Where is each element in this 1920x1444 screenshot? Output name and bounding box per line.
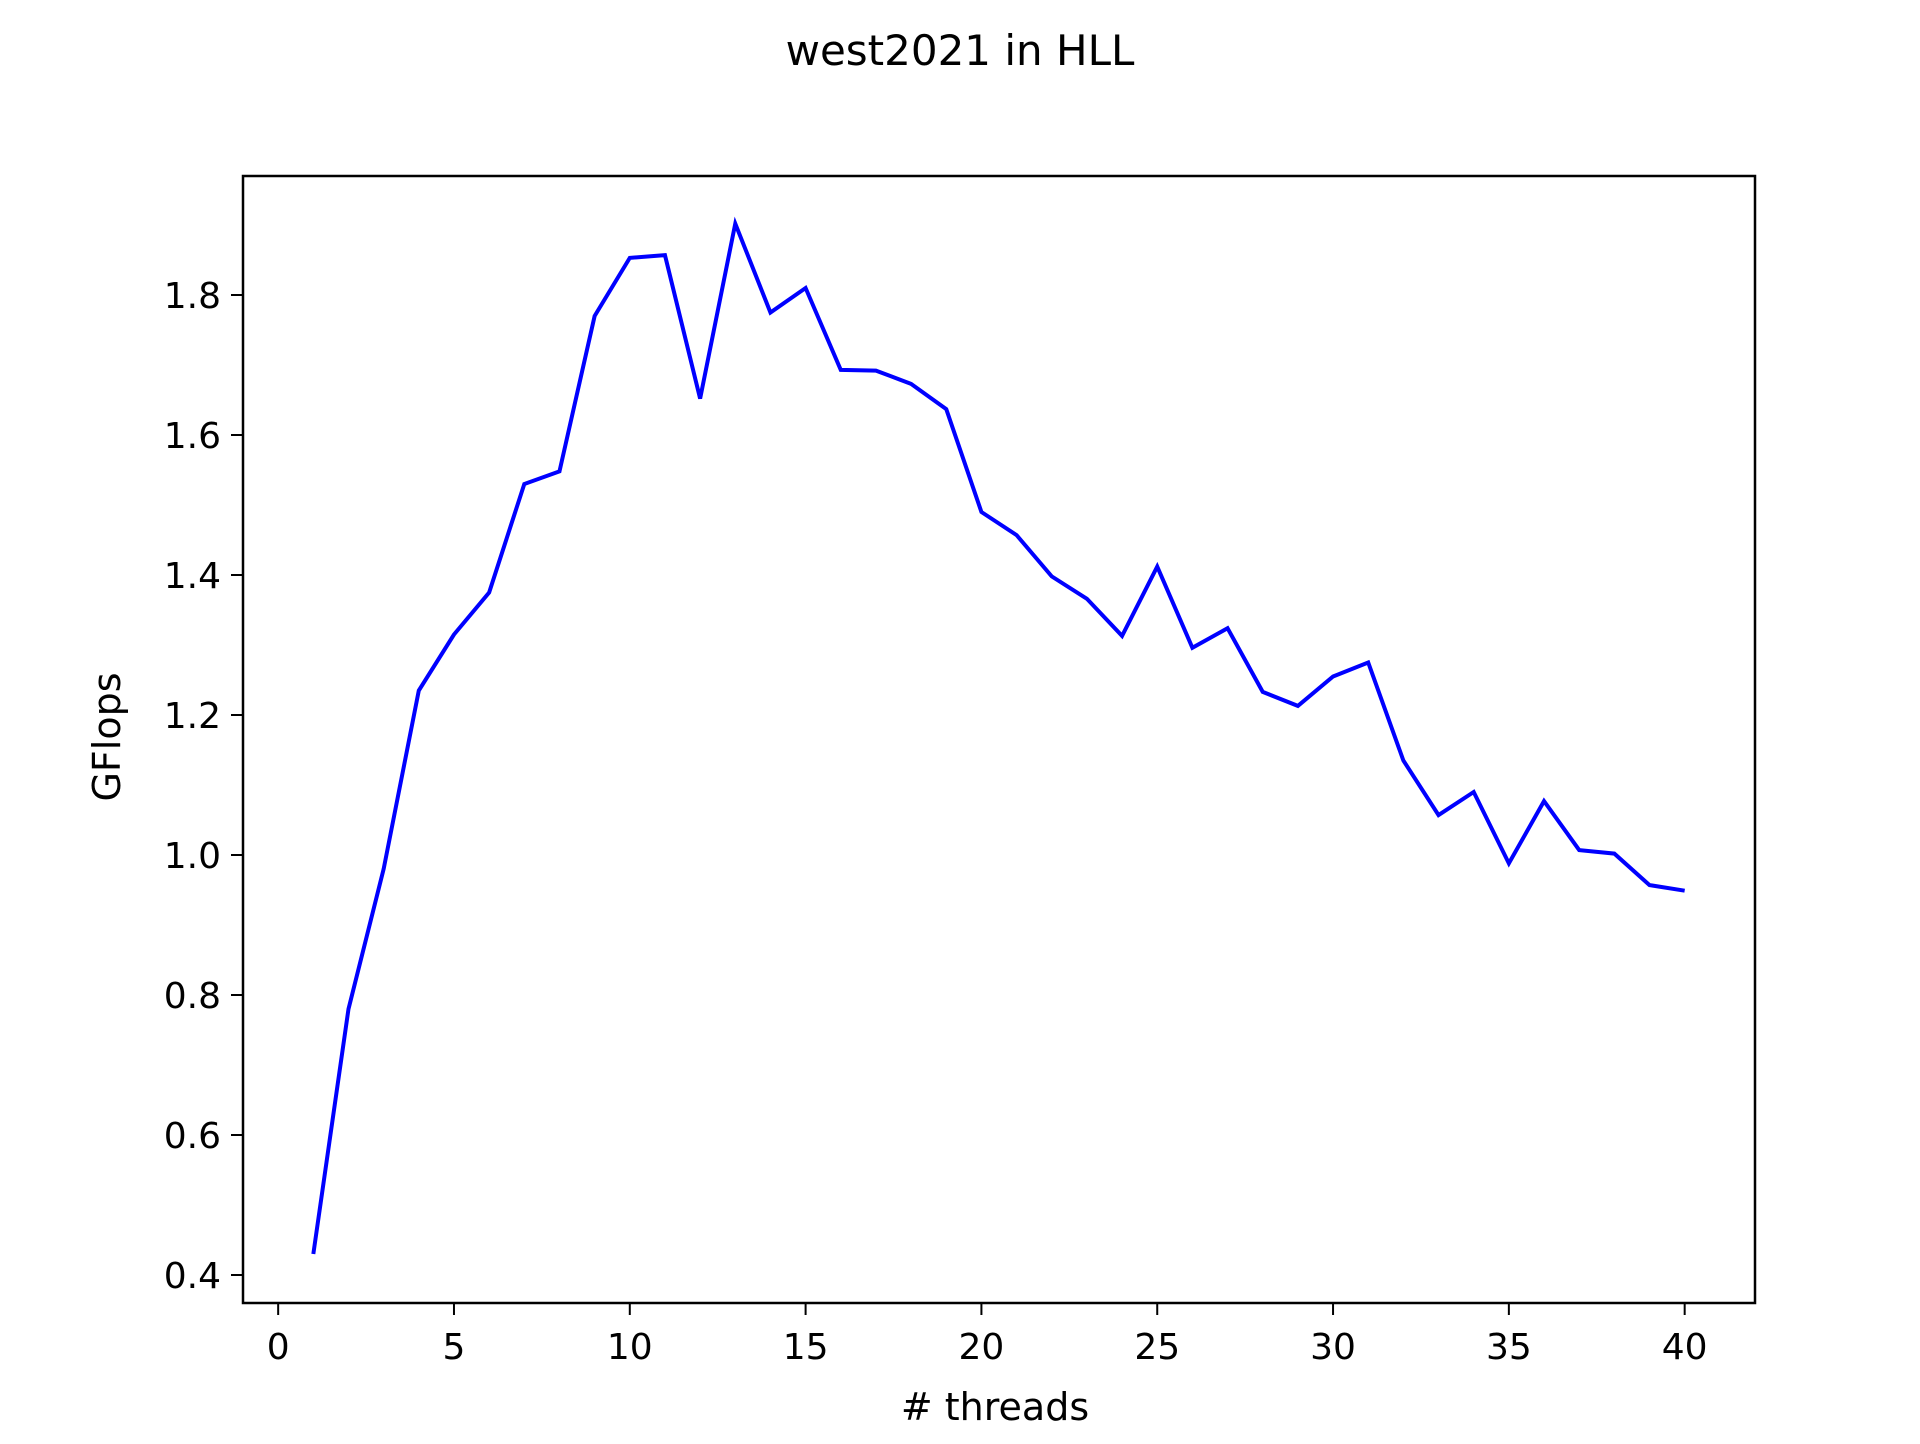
y-tick-label: 1.4 xyxy=(164,556,221,597)
y-tick-label: 1.8 xyxy=(164,276,221,317)
chart-title: west2021 in HLL xyxy=(786,26,1135,75)
x-tick-label: 20 xyxy=(959,1327,1005,1368)
y-tick-label: 1.2 xyxy=(164,696,221,737)
y-tick-label: 0.6 xyxy=(164,1116,221,1157)
x-tick-label: 30 xyxy=(1310,1327,1356,1368)
series-line-0 xyxy=(311,216,1685,1255)
y-tick-label: 0.8 xyxy=(164,976,221,1017)
x-tick-label: 40 xyxy=(1662,1327,1708,1368)
x-tick-label: 5 xyxy=(443,1327,466,1368)
y-tick-label: 0.4 xyxy=(164,1256,221,1297)
x-tick-label: 0 xyxy=(267,1327,290,1368)
y-axis-label: GFlops xyxy=(85,672,129,801)
x-tick-label: 15 xyxy=(783,1327,829,1368)
x-tick-label: 25 xyxy=(1134,1327,1180,1368)
x-tick-label: 35 xyxy=(1486,1327,1532,1368)
y-tick-label: 1.0 xyxy=(164,836,221,877)
y-tick-label: 1.6 xyxy=(164,416,221,457)
x-tick-label: 10 xyxy=(607,1327,653,1368)
plot-frame xyxy=(241,174,1757,1305)
x-axis-label: # threads xyxy=(901,1385,1089,1429)
